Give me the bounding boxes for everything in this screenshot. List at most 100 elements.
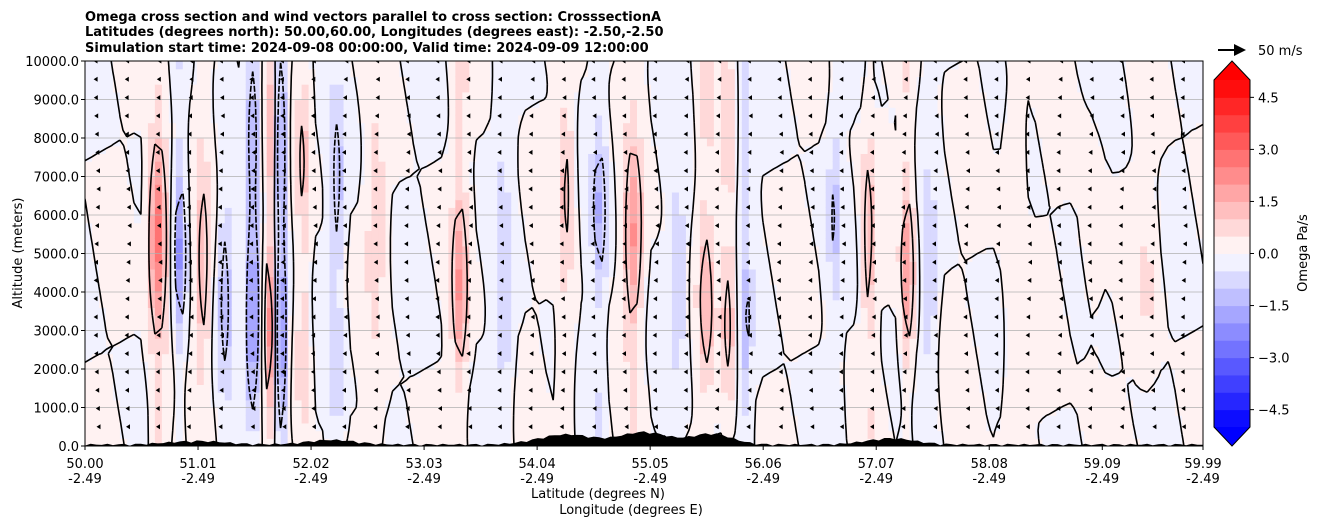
omega-cell — [371, 114, 380, 124]
omega-cell — [476, 168, 484, 178]
omega-cell — [671, 99, 680, 108]
omega-cell — [727, 338, 736, 347]
omega-cell — [699, 238, 708, 247]
omega-cell — [755, 415, 764, 424]
omega-cell — [553, 345, 561, 355]
omega-cell — [630, 191, 638, 201]
omega-cell — [427, 107, 435, 116]
omega-cell — [483, 268, 491, 278]
omega-cell — [224, 199, 233, 208]
omega-cell — [210, 353, 219, 362]
omega-cell — [350, 338, 359, 347]
omega-cell — [741, 145, 750, 154]
omega-cell — [224, 338, 233, 347]
omega-cell — [713, 299, 722, 308]
omega-cell — [126, 261, 135, 270]
omega-cell — [266, 122, 275, 131]
omega-cell — [699, 322, 708, 332]
omega-cell — [755, 422, 764, 432]
omega-cell — [664, 91, 673, 101]
omega-cell — [567, 84, 575, 93]
omega-cell — [699, 199, 708, 208]
omega-cell — [755, 261, 764, 270]
omega-cell — [371, 392, 380, 401]
omega-cell — [532, 261, 540, 270]
omega-cell — [748, 322, 757, 332]
omega-cell — [727, 261, 736, 270]
omega-cell — [364, 299, 373, 308]
omega-cell — [699, 91, 708, 101]
omega-cell — [539, 199, 547, 208]
omega-cell — [266, 61, 275, 70]
omega-cell — [776, 122, 785, 131]
omega-cell — [630, 114, 638, 124]
omega-cell — [259, 376, 268, 385]
omega-cell — [133, 353, 142, 362]
omega-cell — [706, 392, 715, 401]
omega-cell — [769, 422, 778, 432]
omega-cell — [336, 153, 345, 162]
omega-cell — [497, 99, 505, 108]
omega-cell — [245, 68, 254, 77]
omega-cell — [448, 230, 456, 239]
omega-cell — [685, 168, 694, 178]
omega-cell — [112, 114, 121, 124]
omega-cell — [518, 238, 526, 247]
omega-cell — [553, 253, 561, 262]
omega-cell — [616, 61, 624, 70]
omega-cell — [224, 345, 233, 355]
omega-cell — [294, 245, 303, 255]
omega-cell — [441, 230, 449, 239]
omega-cell — [427, 161, 435, 170]
omega-cell — [448, 130, 456, 139]
omega-cell — [692, 292, 701, 301]
omega-cell — [315, 392, 324, 401]
omega-cell — [301, 61, 310, 70]
omega-cell — [224, 422, 233, 432]
omega-cell — [448, 215, 456, 224]
omega-cell — [112, 415, 121, 424]
omega-cell — [231, 176, 240, 185]
omega-cell — [755, 268, 764, 278]
omega-cell — [532, 153, 540, 162]
omega-cell — [154, 338, 163, 347]
omega-cell — [378, 107, 387, 116]
omega-cell — [748, 122, 757, 131]
omega-cell — [399, 261, 408, 270]
omega-cell — [441, 130, 449, 139]
omega-cell — [357, 438, 366, 446]
omega-cell — [357, 345, 366, 355]
omega-cell — [448, 99, 456, 108]
omega-cell — [420, 415, 428, 424]
omega-cell — [252, 407, 261, 416]
omega-cell — [98, 392, 107, 401]
omega-cell — [455, 222, 463, 231]
omega-cell — [147, 222, 156, 231]
omega-cell — [727, 322, 736, 332]
omega-cell — [734, 215, 743, 224]
omega-cell — [741, 361, 750, 370]
omega-cell — [420, 307, 428, 316]
omega-cell — [720, 369, 729, 378]
omega-cell — [713, 361, 722, 370]
omega-cell — [637, 276, 645, 285]
omega-cell — [385, 191, 394, 201]
omega-cell — [483, 361, 491, 370]
omega-cell — [616, 76, 624, 85]
omega-cell — [119, 376, 128, 385]
omega-cell — [294, 107, 303, 116]
omega-cell — [637, 145, 645, 154]
omega-cell — [280, 91, 289, 101]
omega-cell — [357, 384, 366, 393]
omega-cell — [343, 114, 352, 124]
omega-cell — [203, 84, 212, 93]
omega-cell — [147, 422, 156, 432]
omega-cell — [650, 399, 659, 409]
omega-cell — [630, 284, 638, 293]
omega-cell — [371, 207, 380, 216]
omega-cell — [574, 68, 582, 77]
omega-cell — [595, 215, 603, 224]
omega-cell — [483, 68, 491, 77]
omega-cell — [371, 430, 380, 439]
omega-cell — [343, 176, 352, 185]
